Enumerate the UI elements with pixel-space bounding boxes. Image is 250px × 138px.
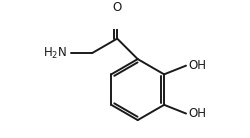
Text: H$_2$N: H$_2$N bbox=[43, 46, 67, 61]
Text: OH: OH bbox=[188, 59, 206, 72]
Text: OH: OH bbox=[188, 107, 206, 120]
Text: O: O bbox=[112, 1, 122, 14]
